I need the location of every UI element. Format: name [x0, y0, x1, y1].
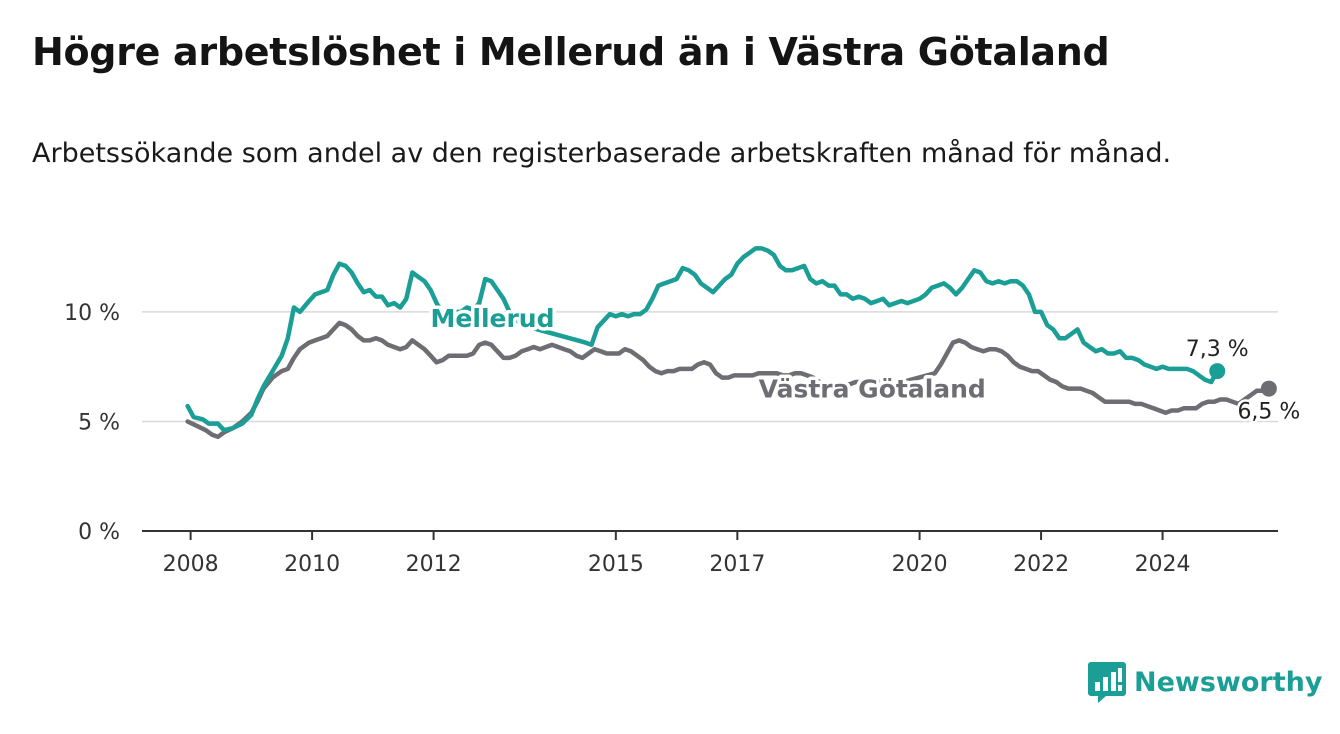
x-tick-label: 2008 [163, 552, 219, 577]
series-end-point [1260, 380, 1277, 397]
grid-lines [142, 311, 1278, 423]
x-tick-label: 2012 [406, 552, 462, 577]
bar-chart-logo-icon [1088, 662, 1126, 703]
series-labels: Mellerud Västra Götaland 7,3 % 6,5 % [427, 301, 1303, 427]
end-value-label: 6,5 % [1237, 400, 1300, 425]
x-tick-label: 2017 [709, 552, 765, 577]
y-tick-label: 5 % [78, 410, 120, 435]
series-line-mellerud [185, 246, 1220, 433]
end-value-label: 7,3 % [1186, 337, 1249, 362]
series-lines [185, 246, 1277, 440]
page-title: Högre arbetslöshet i Mellerud än i Västr… [32, 30, 1110, 74]
x-tick-label: 2010 [284, 552, 340, 577]
x-tick-label: 2015 [588, 552, 644, 577]
page-subtitle: Arbetssökande som andel av den registerb… [32, 138, 1172, 169]
series-label: Västra Götaland [759, 374, 986, 403]
series-end-point [1209, 363, 1226, 380]
series-line-vastra-gotaland [185, 320, 1272, 440]
brand-name: Newsworthy [1134, 666, 1323, 698]
axes: 0 % 5 % 10 % 2008 2010 2012 2015 2017 2020 2022 20… [64, 301, 1278, 577]
x-tick-label: 2024 [1135, 552, 1191, 577]
newsworthy-logo: Newsworthy [1088, 660, 1322, 704]
x-tick-label: 2020 [892, 552, 948, 577]
x-tick-label: 2022 [1013, 552, 1069, 577]
y-tick-label: 10 % [64, 301, 120, 326]
series-label: Mellerud [431, 304, 555, 333]
y-tick-label: 0 % [78, 520, 120, 545]
